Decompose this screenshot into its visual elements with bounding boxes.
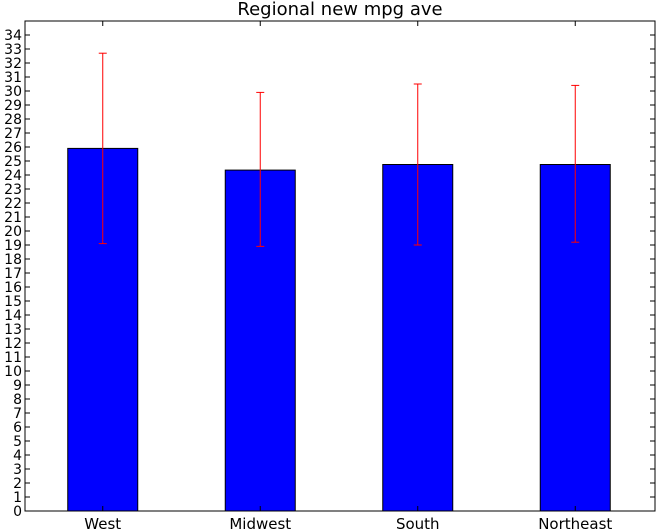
y-tick-label: 24 (4, 168, 22, 184)
y-tick-label: 7 (13, 406, 22, 422)
y-tick-label: 31 (4, 70, 22, 86)
y-tick-label: 6 (13, 420, 22, 436)
y-tick-label: 16 (4, 280, 22, 296)
y-tick-label: 11 (4, 350, 22, 366)
y-tick-label: 26 (4, 140, 22, 156)
y-tick-label: 17 (4, 266, 22, 282)
y-tick-label: 19 (4, 238, 22, 254)
x-tick-label: South (396, 515, 440, 530)
y-tick-label: 25 (4, 154, 22, 170)
y-tick-label: 4 (13, 448, 22, 464)
y-tick-label: 9 (13, 378, 22, 394)
y-tick-label: 8 (13, 392, 22, 408)
y-tick-label: 23 (4, 182, 22, 198)
bars-group (67, 147, 611, 512)
y-tick-label: 10 (4, 364, 22, 380)
y-tick-label: 20 (4, 224, 22, 240)
error-bars-group (98, 52, 580, 247)
y-tick-label: 3 (13, 462, 22, 478)
x-tick-label: Northeast (538, 515, 612, 530)
y-tick-label: 27 (4, 126, 22, 142)
y-tick-label: 32 (4, 56, 22, 72)
y-tick-label: 1 (13, 490, 22, 506)
y-tick-label: 30 (4, 84, 22, 100)
y-tick-label: 28 (4, 112, 22, 128)
y-tick-label: 18 (4, 252, 22, 268)
y-tick-label: 14 (4, 308, 22, 324)
x-tick-label: West (84, 515, 121, 530)
y-tick-label: 0 (13, 504, 22, 520)
y-axis: 0123456789101112131415161718192021222324… (4, 28, 655, 520)
y-tick-label: 22 (4, 196, 22, 212)
y-tick-label: 2 (13, 476, 22, 492)
plot-frame (24, 20, 656, 512)
chart-title: Regional new mpg ave (237, 0, 442, 20)
y-tick-label: 12 (4, 336, 22, 352)
y-tick-label: 33 (4, 42, 22, 58)
y-tick-label: 29 (4, 98, 22, 114)
y-tick-label: 5 (13, 434, 22, 450)
x-tick-label: Midwest (229, 515, 291, 530)
y-tick-label: 15 (4, 294, 22, 310)
y-tick-label: 21 (4, 210, 22, 226)
y-tick-label: 13 (4, 322, 22, 338)
y-tick-label: 34 (4, 28, 22, 44)
x-axis: West Midwest South Northeast (84, 21, 612, 530)
